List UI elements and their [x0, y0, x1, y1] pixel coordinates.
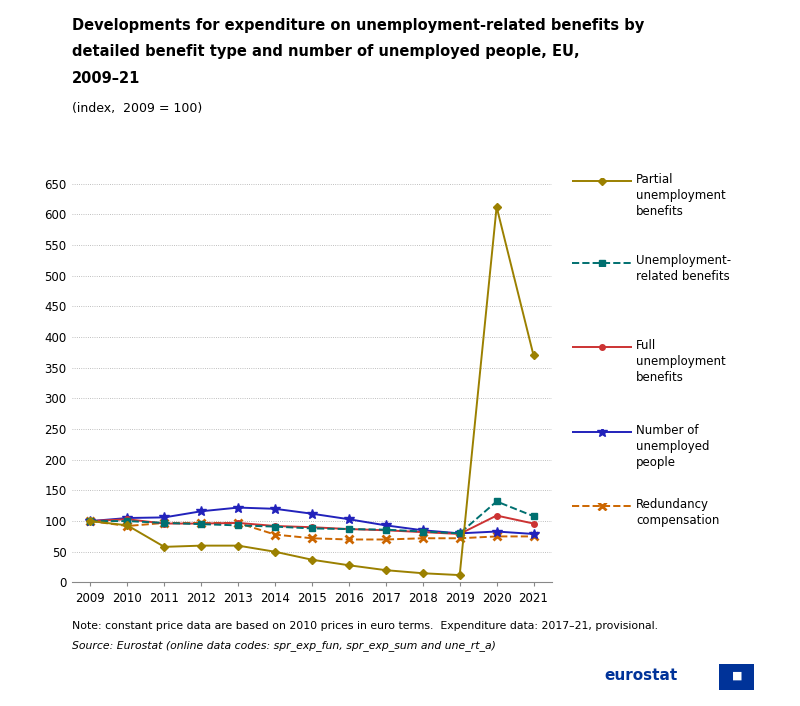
FancyBboxPatch shape: [719, 664, 754, 690]
Text: Note: constant price data are based on 2010 prices in euro terms.  Expenditure d: Note: constant price data are based on 2…: [72, 621, 658, 631]
Text: Source: Eurostat (online data codes: spr_exp_fun, spr_exp_sum and une_rt_a): Source: Eurostat (online data codes: spr…: [72, 640, 496, 651]
Text: Developments for expenditure on unemployment-related benefits by: Developments for expenditure on unemploy…: [72, 18, 644, 32]
Text: (index,  2009 = 100): (index, 2009 = 100): [72, 102, 202, 114]
Text: Number of
unemployed
people: Number of unemployed people: [636, 424, 710, 469]
Text: Redundancy
compensation: Redundancy compensation: [636, 498, 719, 527]
Text: Unemployment-
related benefits: Unemployment- related benefits: [636, 254, 731, 283]
Text: 2009–21: 2009–21: [72, 71, 140, 86]
Text: detailed benefit type and number of unemployed people, EU,: detailed benefit type and number of unem…: [72, 44, 580, 59]
Text: ■: ■: [731, 671, 742, 681]
Text: Full
unemployment
benefits: Full unemployment benefits: [636, 339, 726, 384]
Text: eurostat: eurostat: [604, 669, 678, 683]
Text: Partial
unemployment
benefits: Partial unemployment benefits: [636, 173, 726, 218]
